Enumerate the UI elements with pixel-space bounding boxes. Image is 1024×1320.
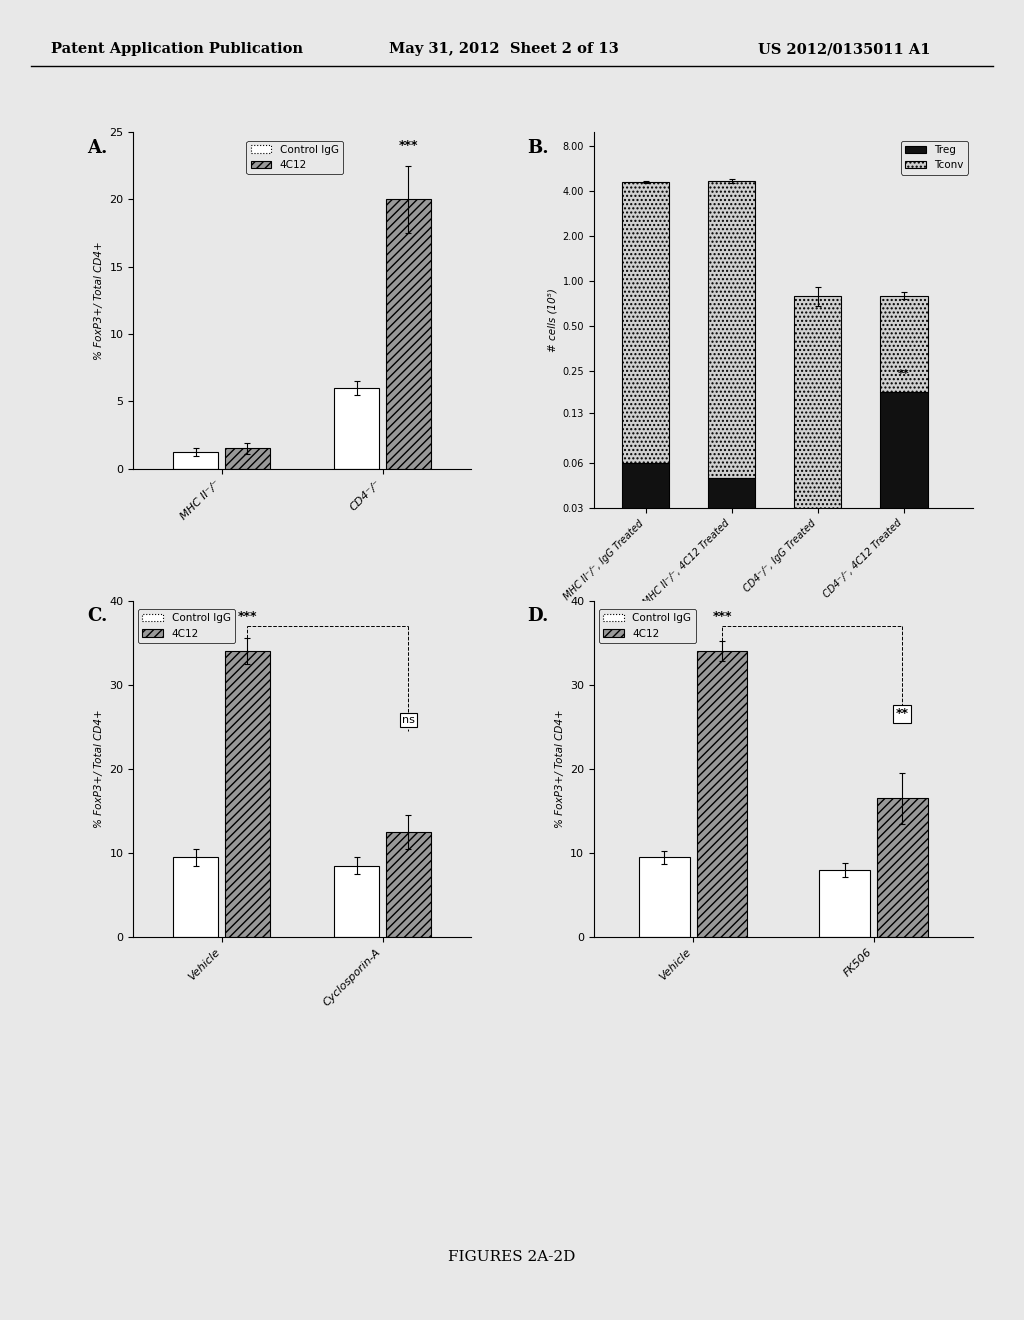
Bar: [334, 388, 379, 469]
Bar: [386, 199, 431, 469]
Text: Patent Application Publication: Patent Application Publication: [51, 42, 303, 57]
Text: **: **: [896, 708, 909, 721]
Bar: [878, 799, 928, 937]
Bar: [639, 857, 689, 937]
Bar: [881, 392, 928, 1320]
Bar: [622, 182, 670, 463]
Text: ***: ***: [713, 610, 732, 623]
Y-axis label: % FoxP3+/ Total CD4+: % FoxP3+/ Total CD4+: [94, 710, 103, 828]
Bar: [708, 181, 756, 478]
Legend: Treg, Tconv: Treg, Tconv: [901, 141, 968, 174]
Bar: [334, 866, 379, 937]
Bar: [173, 857, 218, 937]
Text: C.: C.: [87, 607, 108, 626]
Text: May 31, 2012  Sheet 2 of 13: May 31, 2012 Sheet 2 of 13: [389, 42, 618, 57]
Bar: [881, 296, 928, 392]
Text: ***: ***: [398, 139, 418, 152]
Legend: Control IgG, 4C12: Control IgG, 4C12: [599, 609, 695, 643]
Bar: [225, 449, 270, 469]
Bar: [225, 651, 270, 937]
Text: B.: B.: [527, 139, 549, 157]
Bar: [795, 296, 842, 512]
Legend: Control IgG, 4C12: Control IgG, 4C12: [138, 609, 234, 643]
Bar: [622, 463, 670, 1320]
Bar: [795, 512, 842, 1320]
Y-axis label: % FoxP3+/ Total CD4+: % FoxP3+/ Total CD4+: [555, 710, 564, 828]
Text: US 2012/0135011 A1: US 2012/0135011 A1: [758, 42, 930, 57]
Text: A.: A.: [87, 139, 108, 157]
Bar: [819, 870, 870, 937]
Legend: Control IgG, 4C12: Control IgG, 4C12: [247, 140, 343, 174]
Text: FIGURES 2A-2D: FIGURES 2A-2D: [449, 1250, 575, 1263]
Text: ns: ns: [401, 715, 415, 725]
Bar: [708, 478, 756, 1320]
Y-axis label: % FoxP3+/ Total CD4+: % FoxP3+/ Total CD4+: [94, 242, 103, 359]
Y-axis label: # cells (10⁵): # cells (10⁵): [547, 288, 557, 352]
Bar: [696, 651, 748, 937]
Bar: [386, 832, 431, 937]
Bar: [173, 453, 218, 469]
Text: **: **: [898, 370, 909, 379]
Text: ***: ***: [238, 610, 257, 623]
Text: D.: D.: [527, 607, 549, 626]
